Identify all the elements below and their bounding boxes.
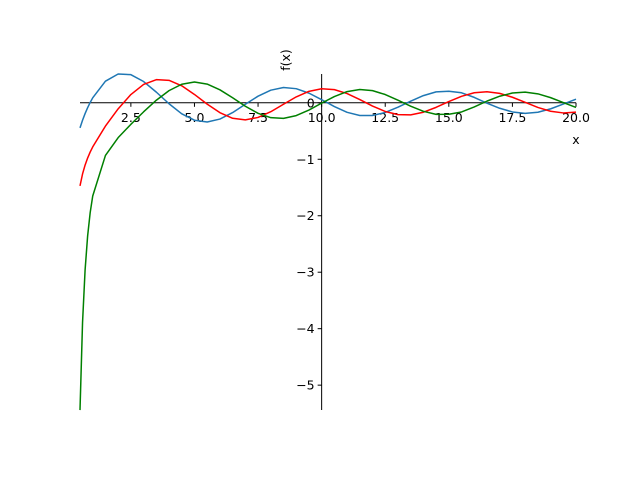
x-tick-label: 20.0 — [562, 110, 590, 125]
y-tick-label: 0 — [307, 95, 315, 110]
y-tick-label: −5 — [296, 378, 314, 393]
y-tick-label: −4 — [296, 321, 314, 336]
x-tick-label: 2.5 — [121, 110, 141, 125]
x-tick-label: 10.0 — [308, 110, 336, 125]
y-tick-label: −3 — [296, 265, 314, 280]
x-axis-label: x — [572, 132, 579, 147]
y-axis-label: f(x) — [278, 49, 293, 71]
y-tick-label: −1 — [296, 152, 314, 167]
series-line — [79, 78, 577, 187]
x-tick-label: 17.5 — [498, 110, 526, 125]
series-line — [79, 81, 577, 411]
y-tick-label: −2 — [296, 208, 314, 223]
